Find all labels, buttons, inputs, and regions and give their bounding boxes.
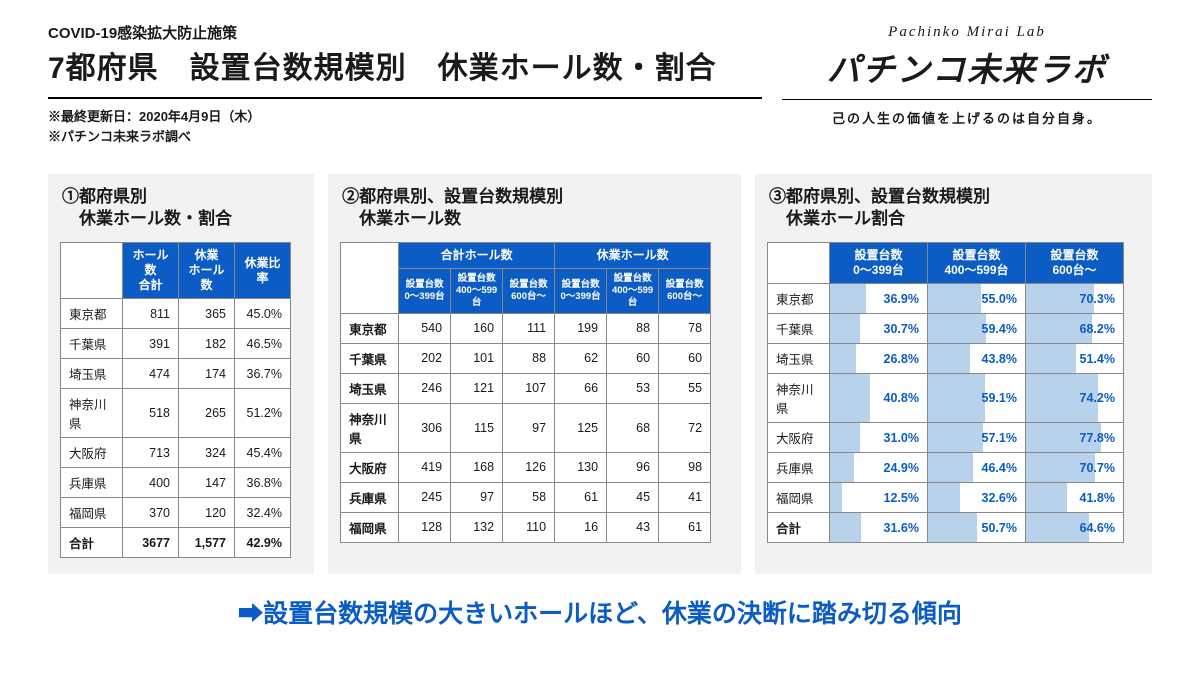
- panel-2: ②都府県別、設置台数規模別 休業ホール数 合計ホール数休業ホール数設置台数0～3…: [328, 174, 741, 574]
- logo-script: Pachinko Mirai Lab: [782, 24, 1152, 41]
- table-row: 神奈川県306115971256872: [341, 403, 711, 452]
- panel-title-line: ③都府県別、設置台数規模別: [769, 187, 990, 206]
- panel-2-title: ②都府県別、設置台数規模別 休業ホール数: [340, 186, 729, 230]
- table-row: 兵庫県24.9%46.4%70.7%: [767, 453, 1123, 483]
- page-subtitle: COVID-19感染拡大防止施策: [48, 22, 762, 43]
- header-row: COVID-19感染拡大防止施策 7都府県 設置台数規模別 休業ホール数・割合 …: [48, 22, 1152, 146]
- table-row: 埼玉県47417436.7%: [61, 359, 291, 389]
- logo-divider: [782, 99, 1152, 100]
- table-row: 千葉県39118246.5%: [61, 329, 291, 359]
- conclusion-text: ➡設置台数規模の大きいホールほど、休業の決断に踏み切る傾向: [48, 594, 1152, 630]
- panel-3-title: ③都府県別、設置台数規模別 休業ホール割合: [767, 186, 1140, 230]
- table-row: 千葉県20210188626060: [341, 343, 711, 373]
- page-title: 7都府県 設置台数規模別 休業ホール数・割合: [48, 51, 762, 87]
- table-row: 東京都81136545.0%: [61, 299, 291, 329]
- table-row: 福岡県12.5%32.6%41.8%: [767, 483, 1123, 513]
- table-row: 兵庫県2459758614541: [341, 482, 711, 512]
- table-row: 兵庫県40014736.8%: [61, 468, 291, 498]
- panels-row: ①都府県別 休業ホール数・割合 ホール数合計休業ホール数休業比率東京都81136…: [48, 174, 1152, 574]
- logo-main: パチンコ未来ラボ: [782, 43, 1152, 91]
- logo-tagline: 己の人生の価値を上げるのは自分自身。: [782, 108, 1152, 127]
- panel-title-line: 休業ホール割合: [769, 209, 905, 228]
- table-row: 福岡県37012032.4%: [61, 498, 291, 528]
- panel-title-line: ②都府県別、設置台数規模別: [342, 187, 563, 206]
- header-left: COVID-19感染拡大防止施策 7都府県 設置台数規模別 休業ホール数・割合 …: [48, 22, 782, 146]
- note-line: ※パチンコ未来ラボ調べ: [48, 127, 762, 147]
- table-total-row: 合計31.6%50.7%64.6%: [767, 513, 1123, 543]
- note-line: ※最終更新日：2020年4月9日（木）: [48, 107, 762, 127]
- table-3: 設置台数0～399台設置台数400～599台設置台数600台～東京都36.9%5…: [767, 242, 1124, 543]
- table-row: 東京都36.9%55.0%70.3%: [767, 284, 1123, 314]
- panel-1: ①都府県別 休業ホール数・割合 ホール数合計休業ホール数休業比率東京都81136…: [48, 174, 314, 574]
- panel-title-line: 休業ホール数・割合: [62, 209, 232, 228]
- table-2: 合計ホール数休業ホール数設置台数0～399台設置台数400～599台設置台数60…: [340, 242, 711, 543]
- table-row: 埼玉県26.8%43.8%51.4%: [767, 344, 1123, 374]
- logo-block: Pachinko Mirai Lab パチンコ未来ラボ 己の人生の価値を上げるの…: [782, 22, 1152, 127]
- table-row: 福岡県128132110164361: [341, 512, 711, 542]
- table-row: 神奈川県51826551.2%: [61, 389, 291, 438]
- panel-title-line: 休業ホール数: [342, 209, 461, 228]
- table-row: 大阪府71332445.4%: [61, 438, 291, 468]
- panel-title-line: ①都府県別: [62, 187, 147, 206]
- table-row: 大阪府31.0%57.1%77.8%: [767, 423, 1123, 453]
- title-underline: [48, 97, 762, 99]
- table-row: 東京都5401601111998878: [341, 313, 711, 343]
- panel-3: ③都府県別、設置台数規模別 休業ホール割合 設置台数0～399台設置台数400～…: [755, 174, 1152, 574]
- table-total-row: 合計36771,57742.9%: [61, 528, 291, 558]
- panel-1-title: ①都府県別 休業ホール数・割合: [60, 186, 302, 230]
- table-1: ホール数合計休業ホール数休業比率東京都81136545.0%千葉県3911824…: [60, 242, 291, 558]
- table-row: 大阪府4191681261309698: [341, 452, 711, 482]
- conclusion-span: ➡設置台数規模の大きいホールほど、休業の決断に踏み切る傾向: [238, 600, 962, 628]
- table-row: 神奈川県40.8%59.1%74.2%: [767, 374, 1123, 423]
- table-row: 埼玉県246121107665355: [341, 373, 711, 403]
- table-row: 千葉県30.7%59.4%68.2%: [767, 314, 1123, 344]
- header-notes: ※最終更新日：2020年4月9日（木） ※パチンコ未来ラボ調べ: [48, 107, 762, 146]
